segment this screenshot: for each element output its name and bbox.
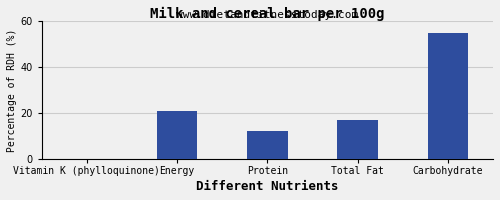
X-axis label: Different Nutrients: Different Nutrients [196, 180, 338, 193]
Bar [428, 33, 468, 159]
Bar [247, 131, 288, 159]
Y-axis label: Percentage of RDH (%): Percentage of RDH (%) [8, 28, 18, 152]
Title: Milk and cereal bar per 100g: Milk and cereal bar per 100g [150, 7, 384, 21]
Bar [156, 111, 198, 159]
Bar [338, 120, 378, 159]
Text: www.dietandfitnesstoday.com: www.dietandfitnesstoday.com [176, 10, 358, 20]
